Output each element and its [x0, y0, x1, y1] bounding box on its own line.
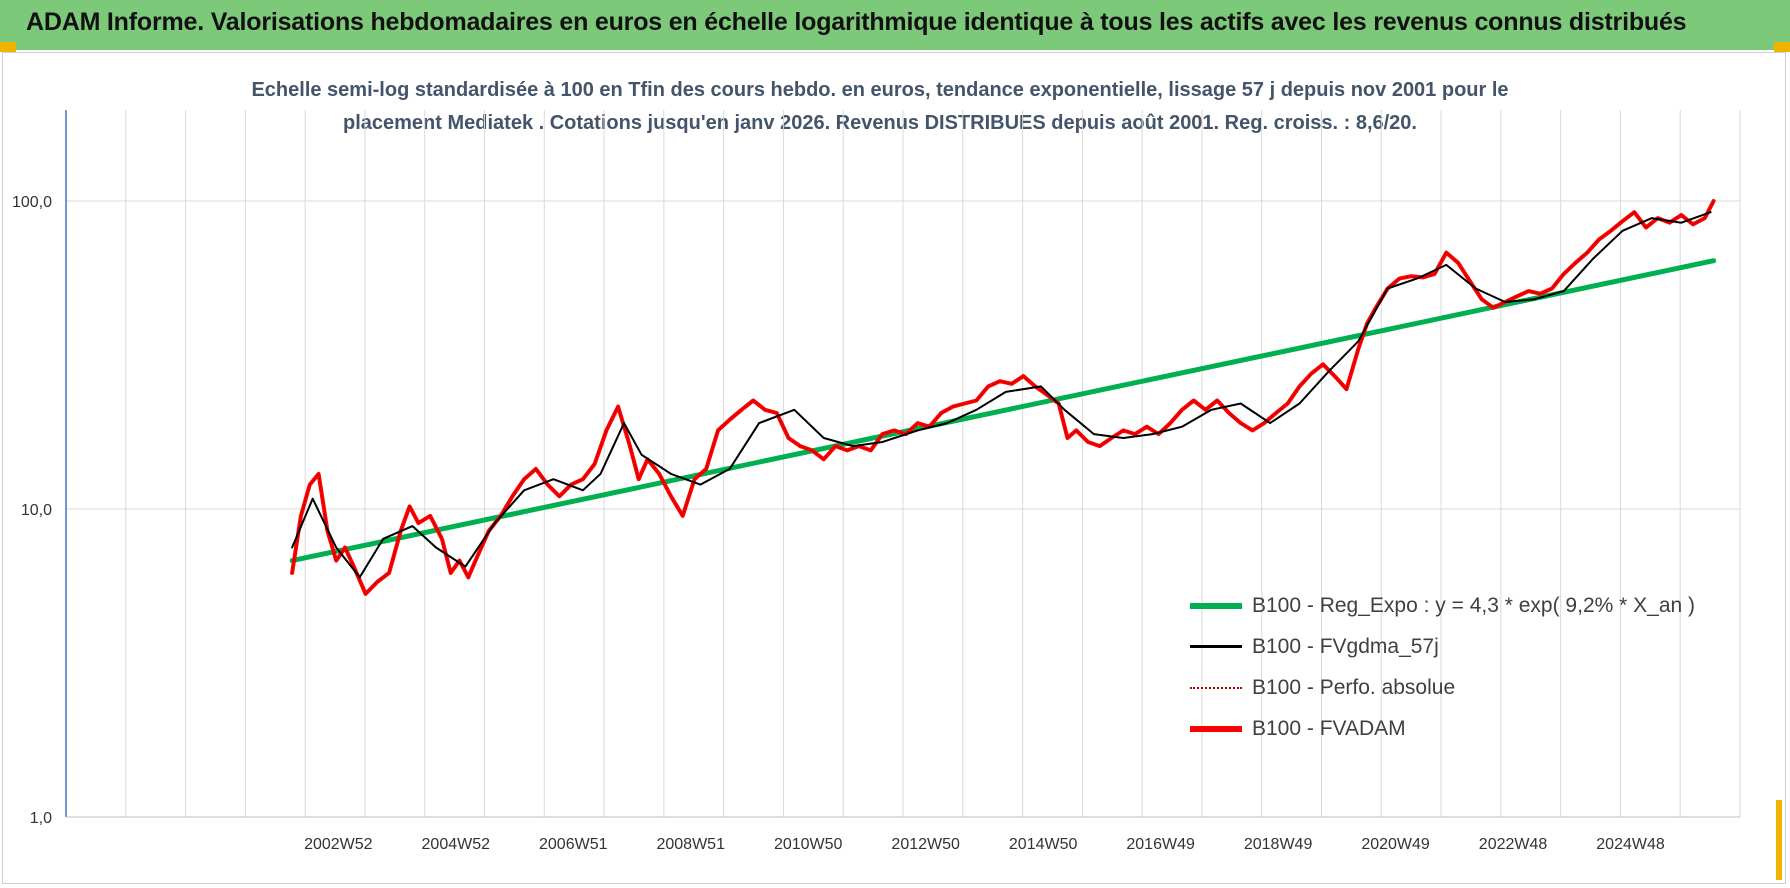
legend-label: B100 - FVADAM	[1252, 716, 1406, 740]
legend: B100 - Reg_Expo : y = 4,3 * exp( 9,2% * …	[1190, 585, 1695, 749]
x-tick-label: 2016W49	[1126, 836, 1195, 853]
x-tick-label: 2006W51	[539, 836, 608, 853]
legend-item-reg-expo: B100 - Reg_Expo : y = 4,3 * exp( 9,2% * …	[1190, 585, 1695, 626]
x-tick-label: 2014W50	[1009, 836, 1078, 853]
x-tick-label: 2022W48	[1479, 836, 1548, 853]
chart-frame	[2, 52, 1786, 884]
x-tick-label: 2004W52	[422, 836, 491, 853]
chart-title-line1: Echelle semi-log standardisée à 100 en T…	[251, 79, 1509, 101]
legend-item-fvgdma: B100 - FVgdma_57j	[1190, 626, 1695, 667]
corner-marker	[0, 42, 16, 52]
y-tick-label: 100,0	[12, 194, 52, 211]
x-tick-label: 2018W49	[1244, 836, 1313, 853]
header-bar: ADAM Informe. Valorisations hebdomadaire…	[0, 0, 1790, 50]
x-tick-label: 2008W51	[656, 836, 725, 853]
legend-label: B100 - Reg_Expo : y = 4,3 * exp( 9,2% * …	[1252, 593, 1696, 617]
series-reg-expo	[289, 258, 1717, 564]
legend-item-perfo: B100 - Perfo. absolue	[1190, 667, 1695, 708]
legend-swatch-black	[1190, 645, 1242, 648]
x-tick-label: 2024W48	[1596, 836, 1665, 853]
chart-title: Echelle semi-log standardisée à 100 en T…	[200, 74, 1560, 140]
corner-marker	[1776, 800, 1782, 880]
legend-swatch-red	[1190, 725, 1242, 732]
legend-item-fvadam: B100 - FVADAM	[1190, 708, 1695, 749]
legend-swatch-green	[1190, 602, 1242, 609]
y-tick-label: 1,0	[30, 810, 52, 827]
legend-label: B100 - Perfo. absolue	[1252, 675, 1456, 699]
series-fvgdma	[291, 211, 1712, 579]
x-tick-label: 2010W50	[774, 836, 843, 853]
y-tick-label: 10,0	[21, 502, 52, 519]
page-title: ADAM Informe. Valorisations hebdomadaire…	[26, 8, 1687, 36]
x-tick-label: 2020W49	[1361, 836, 1430, 853]
corner-marker	[1774, 42, 1790, 52]
legend-swatch-dotted	[1190, 686, 1242, 689]
x-tick-label: 2002W52	[304, 836, 373, 853]
x-tick-label: 2012W50	[891, 836, 960, 853]
legend-label: B100 - FVgdma_57j	[1252, 634, 1439, 658]
chart-title-line2: placement Mediatek . Cotations jusqu'en …	[343, 112, 1417, 134]
